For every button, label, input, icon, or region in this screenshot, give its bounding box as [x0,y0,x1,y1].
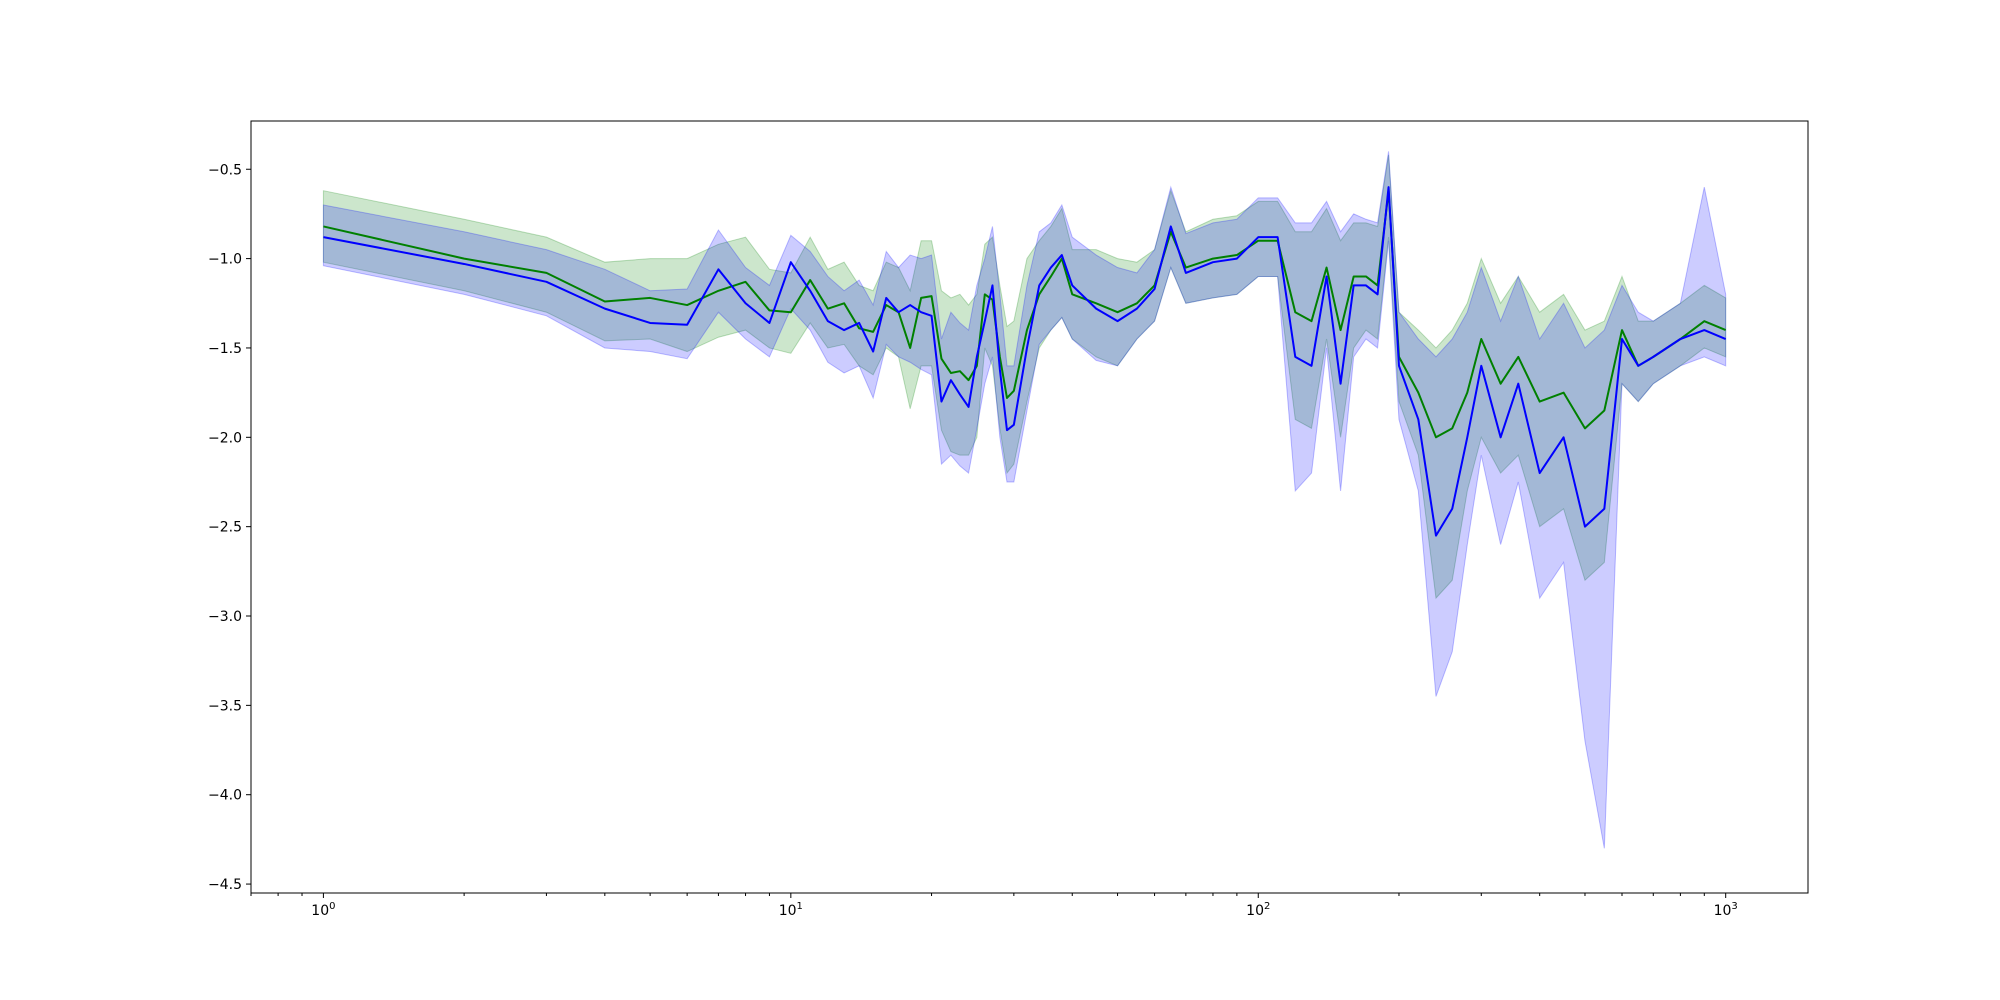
x-axis: 100 101 102 103 [250,893,1738,919]
series-lines [323,186,1727,537]
x-tick-label: 100 [311,901,335,919]
y-tick-label: −1.0 [208,252,242,268]
plot-area-frame [250,120,1809,894]
confidence-bands [322,151,1727,849]
y-tick-label: −2.5 [208,520,242,536]
x-tick-label: 103 [1714,901,1738,919]
y-tick-label: −2.0 [208,430,242,446]
y-tick-label: −1.5 [208,341,242,357]
series-1-band [322,154,1727,600]
y-tick-label: −4.5 [208,877,242,893]
series-2-line [323,186,1727,537]
y-tick-label: −3.0 [208,609,242,625]
series-1-line [323,189,1727,439]
x-tick-label: 102 [1246,901,1270,919]
y-tick-label: −0.5 [208,162,242,178]
y-axis: −0.5 −1.0 −1.5 −2.0 −2.5 −3.0 −3.5 −4.0 −4.5 [208,162,251,893]
y-tick-label: −4.0 [208,788,242,804]
x-tick-label: 101 [779,901,803,919]
y-tick-label: −3.5 [208,698,242,714]
series-2-band [322,151,1727,849]
